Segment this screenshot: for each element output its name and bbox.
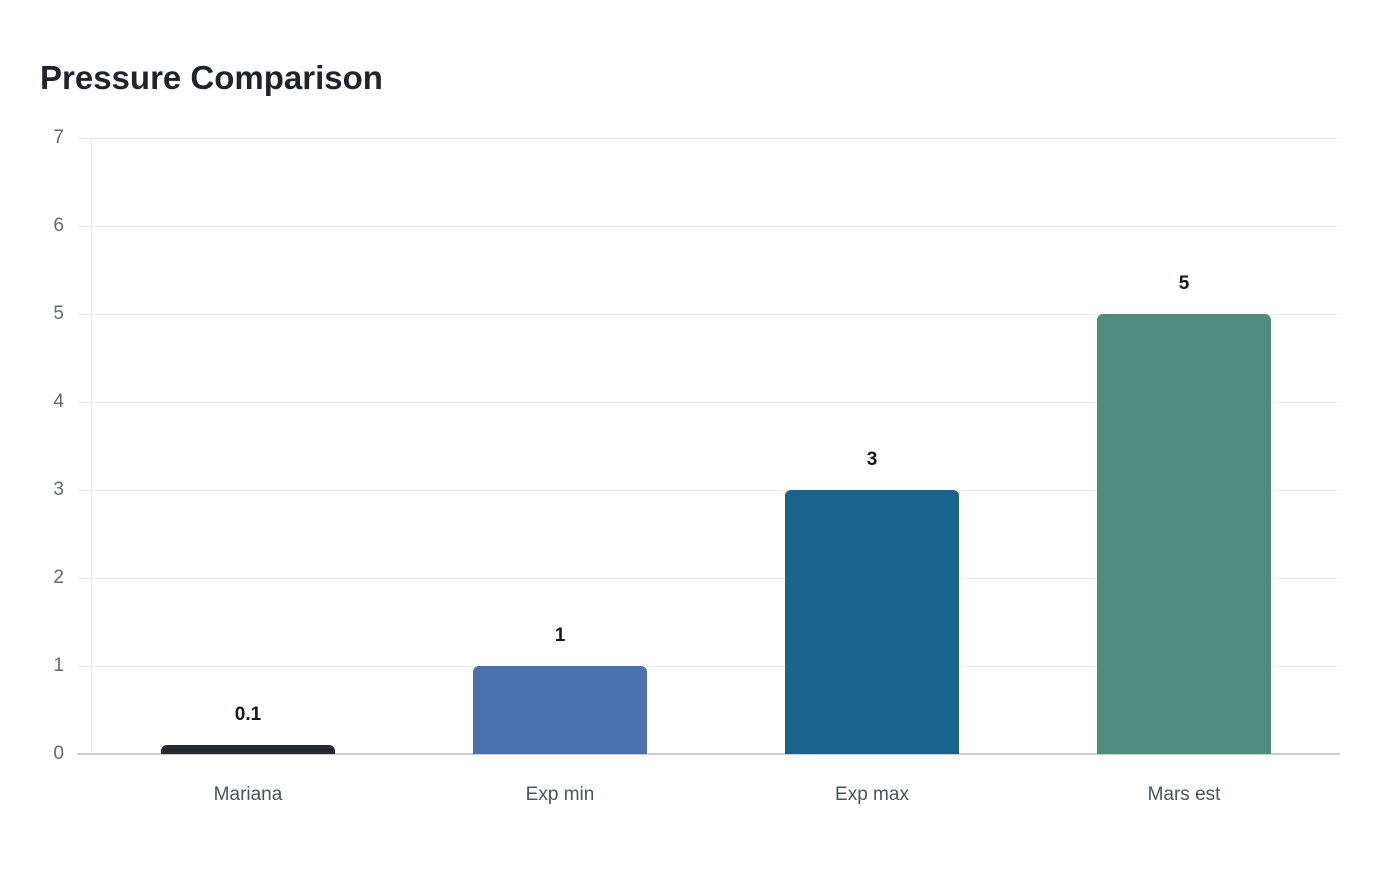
x-axis-category-label: Mariana bbox=[213, 784, 283, 805]
x-axis-category-label: Exp max bbox=[835, 784, 909, 805]
gridline bbox=[77, 666, 1340, 667]
bar-value-label: 3 bbox=[866, 449, 878, 470]
bar bbox=[785, 490, 959, 754]
bar bbox=[1097, 314, 1271, 754]
gridline bbox=[77, 402, 1340, 403]
y-axis-tick-label: 5 bbox=[53, 303, 64, 324]
x-axis-zero-line bbox=[77, 753, 1340, 755]
x-axis-category-label: Mars est bbox=[1147, 784, 1221, 805]
y-axis-tick-label: 7 bbox=[53, 127, 64, 148]
y-axis-tick-label: 6 bbox=[53, 215, 64, 236]
y-axis-line bbox=[91, 138, 92, 754]
gridline bbox=[77, 578, 1340, 579]
bar-value-label: 1 bbox=[554, 625, 566, 646]
y-axis-tick-label: 2 bbox=[53, 567, 64, 588]
bar bbox=[161, 745, 335, 754]
bar bbox=[473, 666, 647, 754]
bar-value-label: 0.1 bbox=[234, 704, 262, 726]
gridline bbox=[77, 490, 1340, 491]
y-axis-tick-label: 0 bbox=[53, 743, 64, 764]
x-axis-category-label: Exp min bbox=[525, 784, 595, 805]
gridline bbox=[77, 138, 1340, 139]
y-axis-tick-label: 1 bbox=[53, 655, 64, 676]
gridline bbox=[77, 226, 1340, 227]
y-axis-tick-label: 3 bbox=[53, 479, 64, 500]
y-axis-tick-label: 4 bbox=[53, 391, 64, 412]
chart-title: Pressure Comparison bbox=[40, 59, 383, 96]
bar-value-label: 5 bbox=[1178, 273, 1190, 294]
gridline bbox=[77, 314, 1340, 315]
